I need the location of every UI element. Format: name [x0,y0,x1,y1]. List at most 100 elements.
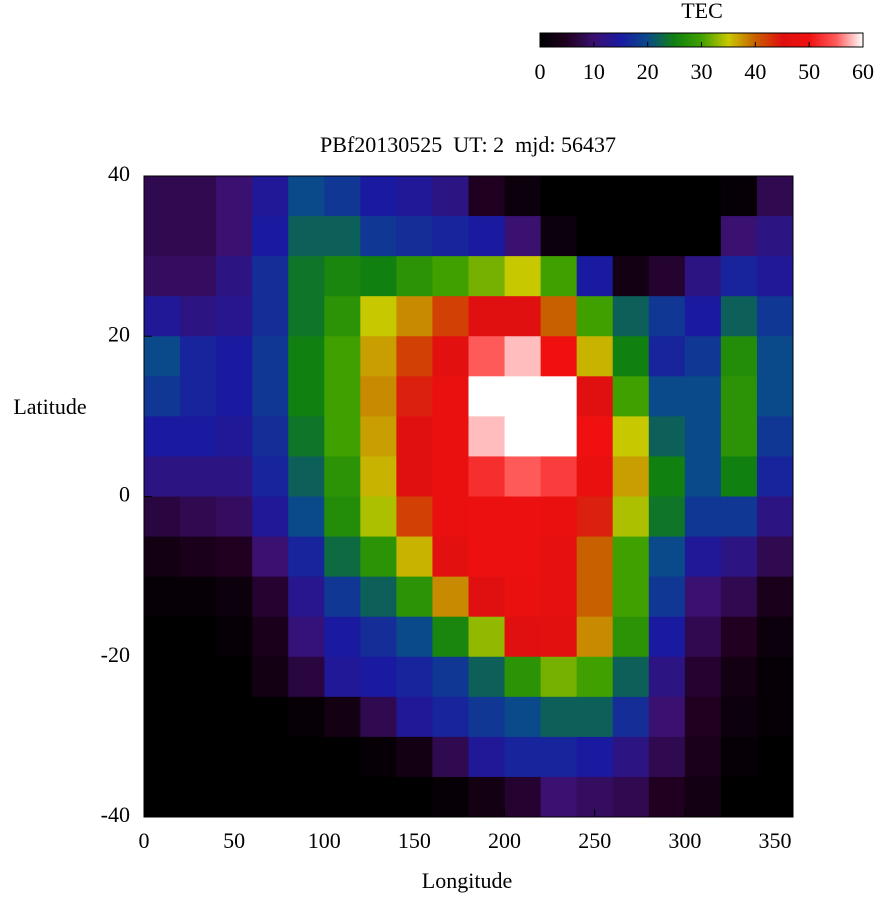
heat-cell [144,736,181,778]
heat-cell [360,736,397,778]
heat-cell [216,416,253,457]
heat-cell [288,416,325,457]
heat-cell [468,416,506,457]
heat-cell [468,176,506,217]
heat-cell [648,736,686,778]
heat-cell [468,456,506,497]
heat-cell [684,736,722,778]
heat-cell [684,616,722,658]
heat-cell [576,696,614,738]
heat-cell [324,576,361,618]
heat-cell [288,376,325,417]
heat-cell [540,776,578,818]
heat-cell [180,496,217,538]
heat-cell [432,296,469,337]
heat-cell [180,176,217,217]
heat-cell [396,536,433,578]
heat-cell [504,336,542,377]
heat-cell [144,696,181,738]
heat-cell [720,496,758,538]
heat-cell [684,176,722,217]
heat-cell [756,736,794,778]
heat-cell [468,296,506,337]
heat-cell [432,416,469,457]
heat-cell [468,336,506,377]
heat-cell [144,616,181,658]
heat-cell [612,776,650,818]
heat-cell [540,256,578,297]
heat-cell [612,616,650,658]
heat-cell [540,336,578,377]
heat-cell [288,496,325,538]
heat-cell [468,256,506,297]
heat-cell [576,336,614,377]
heat-cell [288,176,325,217]
heat-cell [144,536,181,578]
heat-cell [252,656,289,698]
heat-cell [432,336,469,377]
heat-cell [612,536,650,578]
heat-cell [396,616,433,658]
heat-cell [576,616,614,658]
heat-cell [324,656,361,698]
heat-cell [612,256,650,297]
heat-cell [216,176,253,217]
heat-cell [180,536,217,578]
heat-cell [648,216,686,257]
heat-cell [432,696,469,738]
heat-cell [396,416,433,457]
heat-cell [216,616,253,658]
heat-cell [288,616,325,658]
x-tick-label: 200 [488,828,521,853]
heat-cell [180,216,217,257]
heat-cell [720,416,758,457]
heat-cell [216,576,253,618]
colorbar-label: TEC [681,0,723,23]
heat-cell [144,456,181,497]
heat-cell [540,216,578,257]
heat-cell [432,656,469,698]
heat-cell [540,176,578,217]
heat-cell [468,576,506,618]
heat-cell [576,576,614,618]
heat-cell [612,496,650,538]
heat-cell [756,536,794,578]
heat-cell [540,736,578,778]
heat-cell [756,216,794,257]
heat-cell [324,496,361,538]
heat-cell [576,296,614,337]
heat-cell [360,536,397,578]
heat-cell [576,536,614,578]
heat-cell [540,456,578,497]
heat-cell [684,296,722,337]
heat-cell [576,656,614,698]
heat-cell [324,416,361,457]
heat-cell [432,256,469,297]
heat-cell [324,616,361,658]
heat-cell [288,296,325,337]
heat-cell [540,696,578,738]
heat-cell [468,496,506,538]
heat-cell [144,416,181,457]
heat-cell [360,456,397,497]
heat-cell [468,696,506,738]
heat-cell [216,536,253,578]
heat-cell [432,536,469,578]
heat-cell [756,336,794,377]
heat-cell [432,176,469,217]
heat-cell [432,376,469,417]
heat-cell [324,536,361,578]
heat-cell [612,736,650,778]
colorbar-tick-label: 30 [691,59,713,84]
heat-cell [324,696,361,738]
x-tick-label: 50 [223,828,245,853]
heat-cell [396,656,433,698]
heat-cell [612,336,650,377]
heat-cell [216,376,253,417]
heat-cell [504,496,542,538]
heat-cell [648,176,686,217]
heat-cell [396,256,433,297]
heat-cell [648,336,686,377]
heat-cell [432,736,469,778]
heat-cell [612,296,650,337]
